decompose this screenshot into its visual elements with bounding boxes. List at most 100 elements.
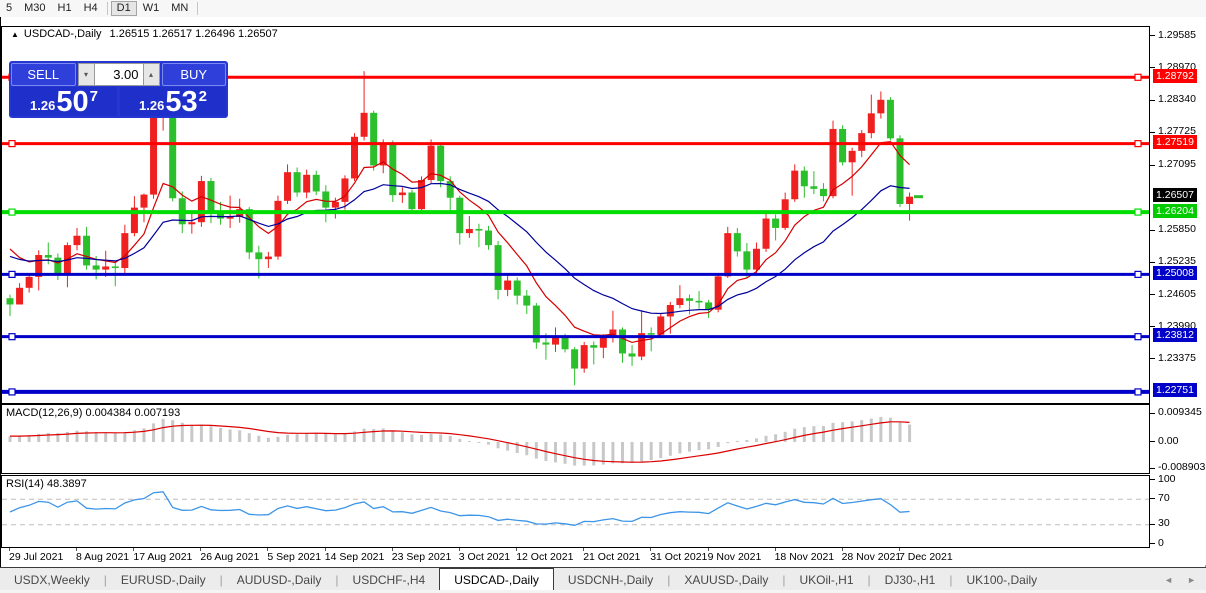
timeframe-button-h1[interactable]: H1	[57, 2, 72, 14]
sell-button[interactable]: SELL	[11, 63, 76, 86]
date-label: 9 Nov 2021	[707, 551, 762, 563]
date-tick-mark	[583, 548, 585, 551]
date-tick-mark	[707, 548, 709, 551]
date-label: 29 Jul 2021	[9, 551, 64, 563]
hline-price-badge: 1.23812	[1153, 328, 1197, 343]
price-tick-mark	[1150, 131, 1155, 133]
hline-price-badge: 1.26204	[1153, 203, 1197, 218]
tab-separator: |	[667, 572, 671, 587]
macd-tick-mark	[1150, 441, 1155, 442]
tab-scroll-right-icon[interactable]: ►	[1187, 574, 1196, 585]
macd-tick-mark	[1150, 412, 1155, 414]
date-label: 14 Sep 2021	[324, 551, 385, 563]
buy-price-quote[interactable]: 1.26 53 2	[120, 87, 226, 117]
chart-tab-xauusd-daily[interactable]: XAUUSD-,Daily	[684, 572, 769, 587]
price-tick-mark	[1150, 261, 1155, 263]
date-tick-mark	[9, 548, 10, 551]
price-tick-mark	[1150, 67, 1155, 69]
rsi-tick-mark	[1150, 543, 1155, 544]
rsi-chart	[2, 491, 1149, 526]
macd-indicator-label: MACD(12,26,9) 0.004384 0.007193	[6, 407, 181, 419]
macd-tick-label: 0.00	[1158, 434, 1179, 447]
price-tick-label: 1.29585	[1158, 28, 1196, 41]
date-tick-mark	[133, 548, 135, 551]
timeframe-button-mn[interactable]: MN	[171, 2, 189, 14]
timeframe-button-w1[interactable]: W1	[142, 2, 160, 14]
tab-separator: |	[782, 572, 786, 587]
timeframe-button-d1[interactable]: D1	[110, 1, 137, 16]
date-tick-mark	[516, 548, 518, 551]
tab-separator: |	[867, 572, 871, 587]
sell-price-prefix: 1.26	[30, 98, 56, 113]
one-click-trading-panel: SELL ▾ ▴ BUY 1.26 50 7 1.26 53 2	[9, 61, 228, 118]
macd-tick-label: -0.008903	[1158, 461, 1206, 474]
rsi-tick-label: 100	[1158, 472, 1176, 485]
sell-price-quote[interactable]: 1.26 50 7	[11, 87, 117, 117]
date-label: 28 Nov 2021	[841, 551, 902, 563]
buy-button[interactable]: BUY	[161, 63, 226, 86]
timeframe-button-5[interactable]: 5	[6, 2, 13, 14]
rsi-tick-label: 70	[1158, 491, 1170, 504]
chart-title: ▲ USDCAD-,Daily 1.26515 1.26517 1.26496 1.…	[11, 28, 278, 40]
bottom-strip	[0, 590, 1206, 593]
volume-increase-button[interactable]: ▴	[142, 63, 160, 86]
rsi-panel[interactable]	[1, 475, 1150, 548]
tab-scroll-left-icon[interactable]: ◄	[1164, 574, 1174, 585]
date-tick-mark	[267, 548, 269, 551]
date-label: 8 Aug 2021	[75, 551, 130, 563]
volume-decrease-button[interactable]: ▾	[77, 63, 95, 86]
date-tick-mark	[650, 548, 652, 551]
rsi-tick-label: 30	[1158, 517, 1170, 530]
current-price-badge: 1.26507	[1153, 187, 1197, 202]
chart-tab-dj30-h1[interactable]: DJ30-,H1	[884, 572, 936, 587]
date-label: 21 Oct 2021	[583, 551, 641, 563]
price-tick-label: 1.28340	[1158, 93, 1196, 106]
price-tick-label: 1.25850	[1158, 223, 1196, 236]
chart-ohlc-values: 1.26515 1.26517 1.26496 1.26507	[109, 28, 278, 40]
chart-tab-usdcad-daily[interactable]: USDCAD-,Daily	[439, 568, 554, 591]
chart-tab-bar: USDX,Weekly | EURUSD-,Daily | AUDUSD-,Daily |…	[0, 567, 1206, 591]
macd-panel[interactable]	[1, 404, 1150, 474]
price-tick-mark	[1150, 99, 1155, 101]
date-label: 5 Sep 2021	[267, 551, 322, 563]
macd-chart	[8, 416, 912, 466]
price-tick-mark	[1150, 358, 1155, 360]
date-tick-mark	[841, 548, 843, 551]
chart-tab-usdx-weekly[interactable]: USDX,Weekly	[14, 572, 90, 587]
tab-separator: |	[103, 572, 107, 587]
date-axis[interactable]: 29 Jul 2021 8 Aug 2021 17 Aug 2021 26 Aug 2…	[1, 548, 1150, 565]
chart-tab-usdchf-h4[interactable]: USDCHF-,H4	[352, 572, 426, 587]
toolbar-divider	[106, 2, 108, 15]
hline-price-badge: 1.25008	[1153, 265, 1197, 280]
chart-tab-audusd-daily[interactable]: AUDUSD-,Daily	[236, 572, 322, 587]
price-axis[interactable]: 1.29585 1.28970 1.28340 1.27725 1.27095 1.258…	[1150, 17, 1206, 565]
macd-tick-label: 0.009345	[1158, 406, 1202, 419]
date-tick-mark	[324, 548, 326, 551]
toolbar-divider	[197, 2, 199, 15]
hline-price-badge: 1.28792	[1153, 68, 1197, 83]
sell-price-sup: 7	[89, 88, 98, 105]
volume-group: ▾ ▴	[77, 63, 160, 86]
chart-symbol-label: USDCAD-,Daily	[23, 28, 102, 40]
tab-separator: |	[949, 572, 953, 587]
chart-tab-ukoil-h1[interactable]: UKOil-,H1	[799, 572, 854, 587]
volume-input[interactable]	[94, 63, 143, 86]
price-tick-mark	[1150, 164, 1155, 166]
timeframe-button-m30[interactable]: M30	[24, 2, 46, 14]
price-tick-mark	[1150, 326, 1155, 328]
date-tick-mark	[391, 548, 393, 551]
chart-tab-uk100-daily[interactable]: UK100-,Daily	[966, 572, 1038, 587]
rsi-tick-mark	[1150, 523, 1155, 525]
chart-tab-usdcnh-daily[interactable]: USDCNH-,Daily	[567, 572, 654, 587]
tab-scroll-arrows: ◄ ►	[1164, 568, 1206, 591]
date-tick-mark	[75, 548, 77, 551]
price-tick-label: 1.27095	[1158, 158, 1196, 171]
rsi-indicator-label: RSI(14) 48.3897	[6, 478, 87, 490]
chart-tab-eurusd-daily[interactable]: EURUSD-,Daily	[120, 572, 206, 587]
timeframe-button-h4[interactable]: H4	[83, 2, 98, 14]
macd-tick-mark	[1150, 467, 1155, 469]
collapse-triangle-icon[interactable]: ▲	[11, 30, 19, 39]
candlestick-chart	[2, 71, 1149, 396]
price-chart-panel[interactable]	[1, 26, 1150, 404]
buy-price-sup: 2	[198, 88, 207, 105]
